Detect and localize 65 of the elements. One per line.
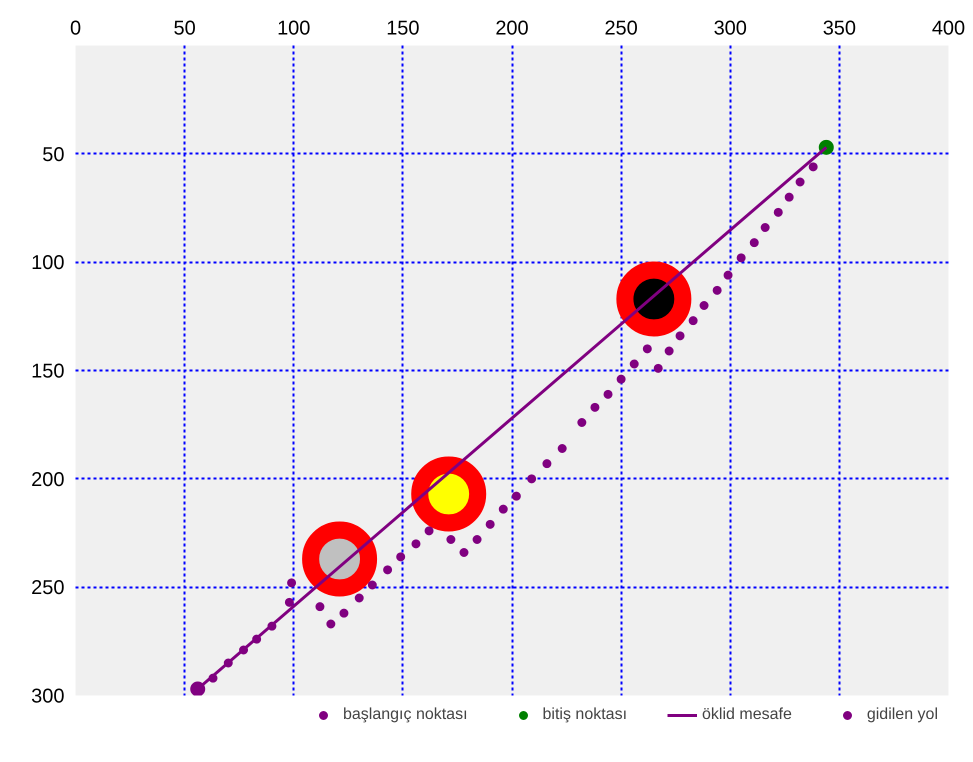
y-tick-label: 50 [42, 144, 65, 166]
point [315, 602, 324, 612]
legend-label: bitiş noktası [542, 706, 628, 724]
point [527, 474, 536, 484]
point [654, 364, 663, 373]
point [784, 192, 794, 202]
point [208, 674, 218, 683]
point [808, 162, 818, 172]
point [326, 620, 336, 628]
x-tick-label: 150 [386, 18, 420, 40]
y-tick-label: 200 [31, 468, 65, 491]
point [664, 346, 674, 356]
point [267, 622, 276, 631]
point [688, 316, 698, 326]
point [590, 402, 600, 412]
point [498, 504, 508, 514]
legend-label: gidilen yol [866, 706, 938, 724]
point [724, 270, 733, 280]
legend-label: öklid mesafe [702, 706, 792, 724]
point [796, 178, 805, 186]
point [190, 682, 206, 696]
y-tick-label: 250 [31, 577, 65, 600]
point [558, 444, 567, 453]
point [424, 526, 434, 536]
point [339, 608, 348, 618]
point [630, 360, 639, 368]
point [383, 565, 392, 574]
point [712, 286, 722, 295]
point [736, 253, 746, 262]
point [396, 552, 406, 562]
point [577, 418, 586, 427]
y-tick-label: 150 [31, 360, 65, 382]
x-tick-label: 400 [932, 18, 966, 40]
point [774, 208, 783, 217]
point [354, 594, 364, 602]
point [512, 492, 521, 501]
point [486, 520, 495, 529]
legend-label: başlangıç noktası [343, 706, 468, 724]
x-tick-label: 200 [495, 18, 529, 40]
point [542, 459, 552, 468]
x-tick-label: 50 [174, 18, 196, 40]
point [472, 535, 482, 544]
point [446, 535, 456, 544]
point [284, 598, 294, 607]
point [368, 580, 377, 590]
x-tick-label: 350 [822, 18, 856, 40]
point [700, 301, 709, 310]
point [224, 658, 233, 668]
point [239, 646, 248, 654]
y-tick-label: 100 [31, 252, 65, 274]
point [459, 548, 468, 557]
y-tick-label: 300 [31, 686, 65, 708]
point [616, 374, 626, 384]
point [604, 390, 613, 399]
point [411, 539, 420, 548]
x-tick-label: 100 [277, 18, 310, 40]
point [676, 331, 685, 340]
x-tick-label: 250 [604, 18, 638, 40]
x-tick-label: 300 [714, 18, 747, 40]
point [750, 238, 759, 248]
point [760, 223, 770, 232]
point [642, 344, 652, 354]
x-tick-label: 0 [70, 18, 82, 40]
point [287, 578, 296, 588]
point [252, 634, 262, 644]
